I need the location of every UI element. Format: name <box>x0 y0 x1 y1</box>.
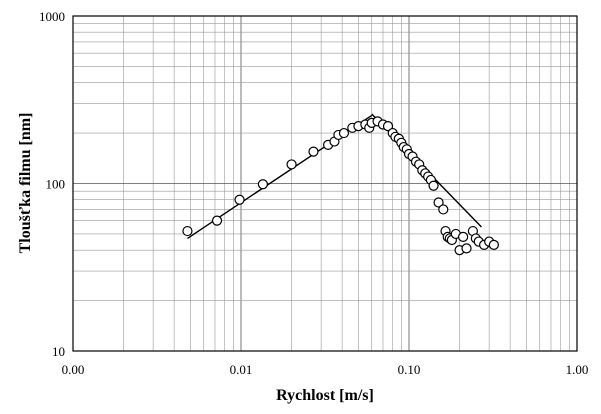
x-tick-labels: 0.00 0.01 0.10 1.00 <box>62 362 589 377</box>
x-tick-label: 0.00 <box>62 362 85 377</box>
y-tick-label: 100 <box>46 177 66 192</box>
data-point <box>428 180 439 191</box>
x-tick-label: 1.00 <box>566 362 589 377</box>
y-tick-label: 10 <box>52 344 65 359</box>
data-point <box>438 204 449 215</box>
data-point <box>488 239 499 250</box>
data-point <box>338 127 350 139</box>
data-point <box>211 215 223 226</box>
x-axis-title: Rychlost [m/s] <box>276 387 374 404</box>
y-tick-labels: 10 100 1000 <box>39 9 65 359</box>
plot-frame <box>72 15 578 352</box>
data-point <box>286 159 297 170</box>
data-point <box>458 231 469 242</box>
data-point <box>308 146 319 157</box>
data-point <box>182 225 193 237</box>
data-point <box>257 179 268 190</box>
x-tick-label: 0.01 <box>230 362 253 377</box>
y-tick-label: 1000 <box>39 9 65 24</box>
data-points <box>182 116 499 256</box>
grid-lines <box>73 16 577 351</box>
data-point <box>382 121 394 132</box>
data-point <box>433 197 444 208</box>
x-tick-label: 0.10 <box>398 362 421 377</box>
y-axis-title: Tloušťka filmu [nm] <box>17 113 34 254</box>
data-point <box>461 243 472 254</box>
data-point <box>234 194 245 205</box>
